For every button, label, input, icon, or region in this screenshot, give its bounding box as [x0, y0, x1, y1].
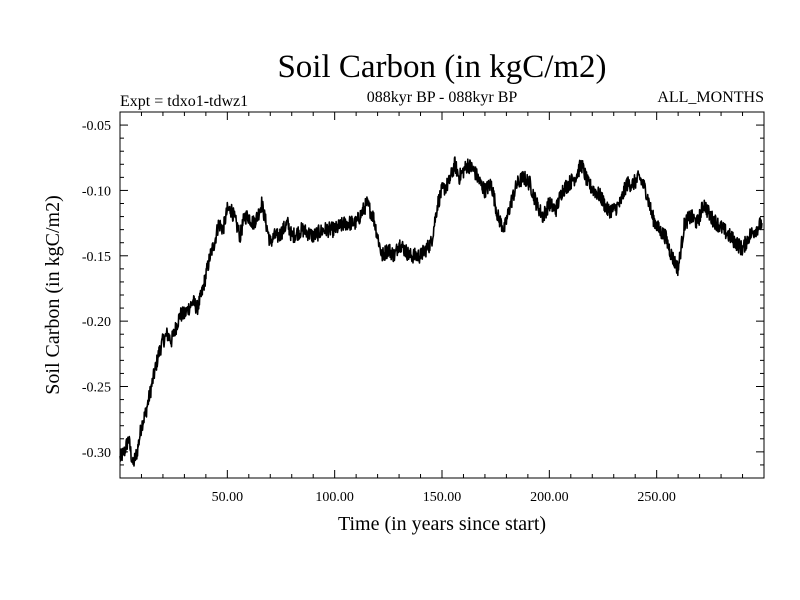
y-tick-label: -0.15	[82, 250, 111, 265]
x-axis-label: Time (in years since start)	[338, 513, 546, 535]
x-tick-label: 250.00	[637, 490, 676, 505]
x-tick-label: 200.00	[530, 490, 569, 505]
x-tick-label: 150.00	[423, 490, 462, 505]
x-tick-label: 50.00	[212, 490, 244, 505]
y-tick-label: -0.10	[82, 184, 111, 199]
y-tick-label: -0.30	[82, 446, 111, 461]
plot-frame	[119, 111, 765, 479]
season-label: ALL_MONTHS	[657, 89, 764, 106]
y-tick-label: -0.20	[82, 315, 111, 330]
chart-title: Soil Carbon (in kgC/m2)	[277, 49, 606, 85]
y-tick-label: -0.05	[82, 119, 111, 134]
x-tick-labels: 50.00 100.00 150.00 200.00 250.00	[212, 490, 676, 505]
period-label: 088kyr BP - 088kyr BP	[367, 89, 518, 106]
plot-area	[119, 111, 765, 479]
x-tick-label: 100.00	[315, 490, 354, 505]
series-line	[119, 156, 763, 467]
experiment-label: Expt = tdxo1-tdwz1	[120, 93, 248, 110]
y-tick-label: -0.25	[82, 381, 111, 396]
y-axis-label: Soil Carbon (in kgC/m2)	[42, 195, 64, 394]
y-tick-labels: -0.05 -0.10 -0.15 -0.20 -0.25 -0.30	[82, 119, 111, 461]
tick-marks	[120, 112, 764, 478]
